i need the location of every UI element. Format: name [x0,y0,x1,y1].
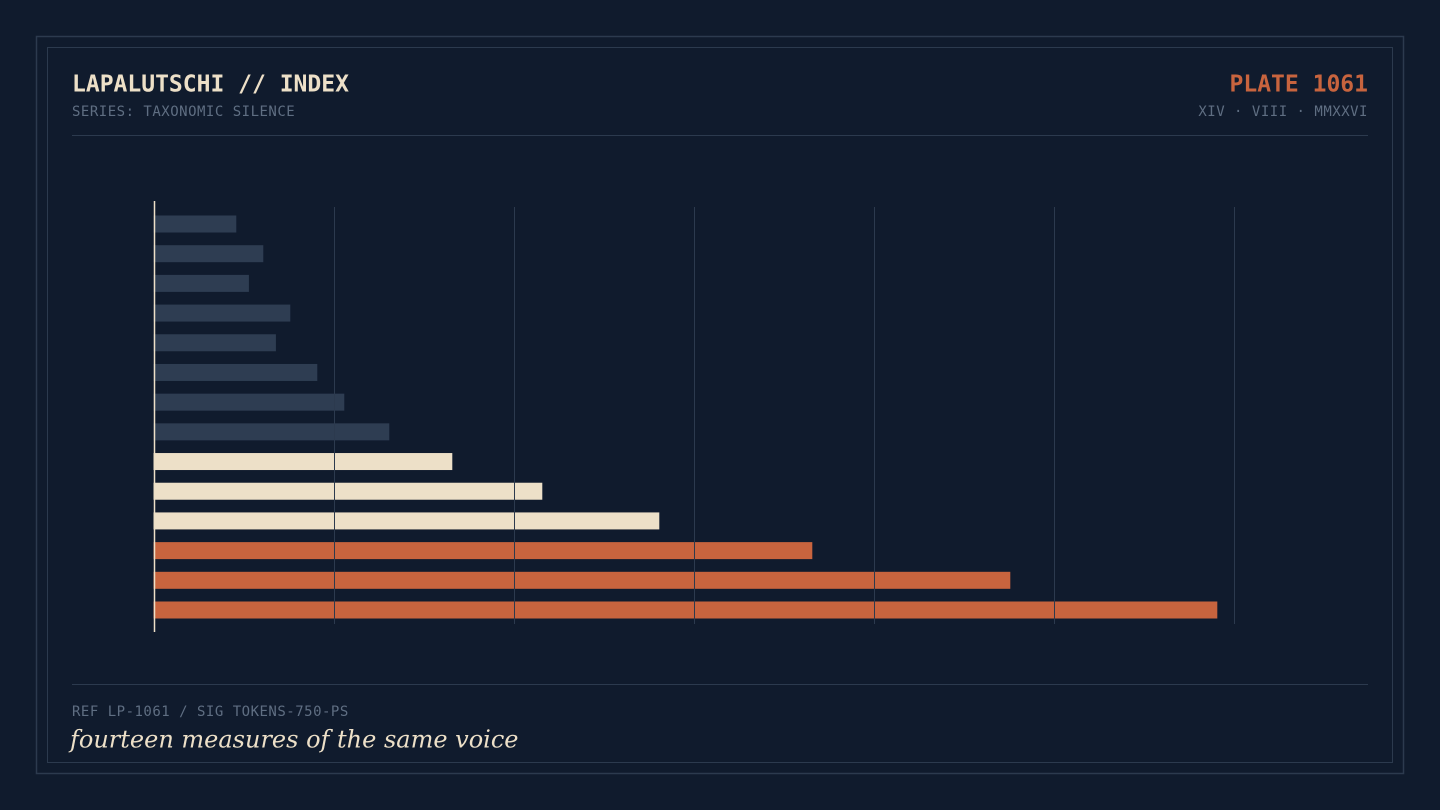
chart-title: LAPALUTSCHI // INDEX [72,72,349,98]
bar [153,215,237,233]
series-label: SERIES: TAXONOMIC SILENCE [72,104,295,120]
bar [153,304,291,322]
bar [153,571,1011,589]
caption: fourteen measures of the same voice [68,726,519,754]
bar [153,245,264,263]
bar [153,542,813,560]
bar [153,482,543,500]
bar [153,334,276,352]
outer-frame [35,35,1405,775]
bar [153,423,390,441]
bar [153,601,1218,619]
plate-label: PLATE 1061 [1230,72,1368,98]
bar [153,363,318,381]
bar [153,453,453,471]
plot [153,201,1235,632]
bar [153,393,345,411]
reference: REF LP-1061 / SIG TOKENS-750-PS [72,704,349,720]
inner-frame [47,47,1393,763]
bar [153,274,249,292]
date-label: XIV · VIII · MMXXVI [1198,104,1368,120]
bar [153,512,660,530]
